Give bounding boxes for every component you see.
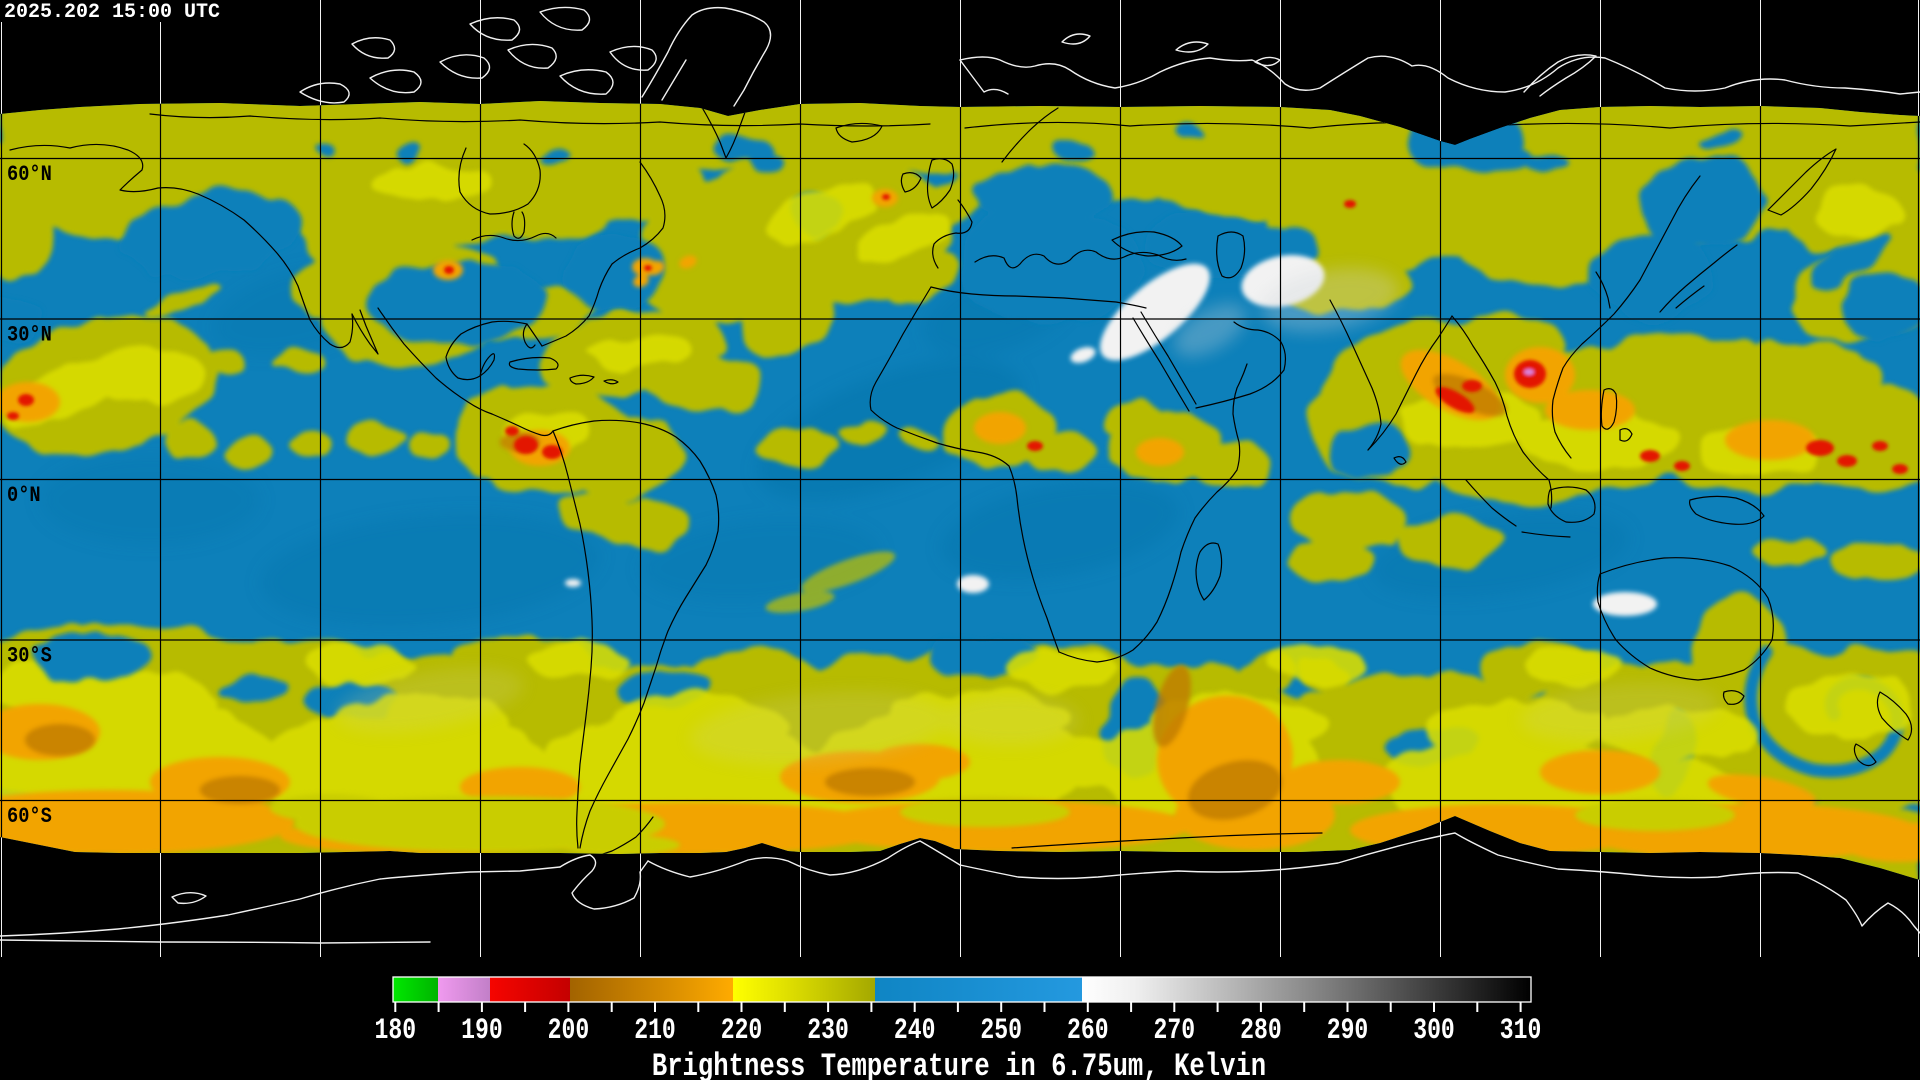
svg-text:270: 270 — [1154, 1014, 1196, 1048]
svg-text:240: 240 — [894, 1014, 936, 1048]
svg-text:220: 220 — [721, 1014, 763, 1048]
svg-text:280: 280 — [1240, 1014, 1282, 1048]
svg-text:250: 250 — [980, 1014, 1022, 1048]
svg-text:290: 290 — [1327, 1014, 1369, 1048]
svg-text:2025.202 15:00 UTC: 2025.202 15:00 UTC — [4, 1, 220, 24]
svg-text:200: 200 — [548, 1014, 590, 1048]
svg-text:260: 260 — [1067, 1014, 1109, 1048]
svg-text:310: 310 — [1500, 1014, 1542, 1048]
svg-text:Brightness Temperature in 6.75: Brightness Temperature in 6.75um, Kelvin — [652, 1048, 1266, 1080]
svg-text:190: 190 — [461, 1014, 503, 1048]
svg-text:60°S: 60°S — [7, 805, 52, 830]
svg-text:210: 210 — [634, 1014, 676, 1048]
svg-text:30°N: 30°N — [7, 323, 52, 348]
svg-text:180: 180 — [375, 1014, 417, 1048]
svg-text:30°S: 30°S — [7, 644, 52, 669]
svg-text:0°N: 0°N — [7, 484, 41, 509]
svg-text:60°N: 60°N — [7, 163, 52, 188]
svg-text:230: 230 — [807, 1014, 849, 1048]
svg-text:300: 300 — [1413, 1014, 1455, 1048]
